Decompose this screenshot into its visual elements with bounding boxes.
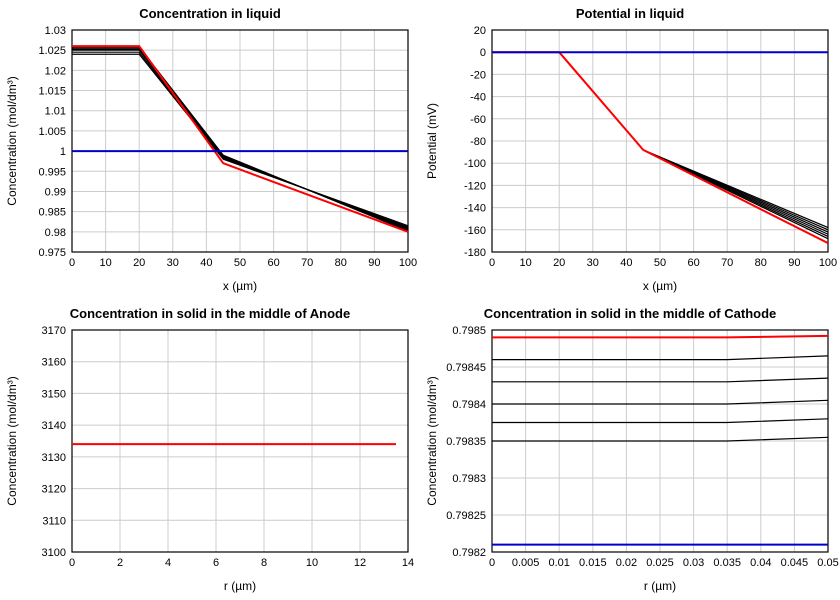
svg-text:0.79835: 0.79835	[446, 436, 486, 448]
svg-text:-80: -80	[470, 136, 486, 148]
svg-text:0: 0	[69, 257, 75, 269]
svg-text:80: 80	[755, 257, 767, 269]
panel-top-right: Potential in liquid 01020304050607080901…	[420, 0, 840, 300]
svg-text:3100: 3100	[42, 547, 66, 559]
svg-text:3120: 3120	[42, 484, 66, 496]
svg-text:50: 50	[654, 257, 666, 269]
svg-text:-180: -180	[464, 247, 486, 259]
svg-text:40: 40	[620, 257, 632, 269]
svg-text:3130: 3130	[42, 452, 66, 464]
svg-text:0.98: 0.98	[45, 227, 66, 239]
svg-text:3170: 3170	[42, 325, 66, 337]
svg-text:0.03: 0.03	[683, 557, 704, 569]
svg-text:70: 70	[301, 257, 313, 269]
svg-text:4: 4	[165, 557, 171, 569]
svg-text:60: 60	[267, 257, 279, 269]
svg-text:1.005: 1.005	[38, 126, 66, 138]
svg-text:20: 20	[474, 25, 486, 37]
svg-text:0.05: 0.05	[817, 557, 838, 569]
svg-text:3110: 3110	[42, 515, 66, 527]
svg-text:1.01: 1.01	[45, 106, 66, 118]
svg-text:30: 30	[167, 257, 179, 269]
svg-text:40: 40	[200, 257, 212, 269]
svg-text:-60: -60	[470, 114, 486, 126]
svg-text:0: 0	[489, 257, 495, 269]
svg-text:3140: 3140	[42, 420, 66, 432]
svg-text:0.01: 0.01	[548, 557, 569, 569]
svg-text:10: 10	[306, 557, 318, 569]
svg-text:-120: -120	[464, 180, 486, 192]
svg-text:0.015: 0.015	[579, 557, 607, 569]
svg-text:0: 0	[69, 557, 75, 569]
svg-text:0.99: 0.99	[45, 186, 66, 198]
svg-text:0: 0	[480, 47, 486, 59]
svg-text:0.985: 0.985	[38, 207, 66, 219]
svg-text:30: 30	[587, 257, 599, 269]
svg-text:60: 60	[687, 257, 699, 269]
svg-text:x (µm): x (µm)	[223, 279, 257, 293]
plot-svg: 0 10 20 30 40 50 60 70 80 90 100 0.975 0.98 0.985 0.99…	[0, 0, 420, 300]
svg-text:2: 2	[117, 557, 123, 569]
svg-text:0.79845: 0.79845	[446, 362, 486, 374]
svg-text:1.03: 1.03	[45, 25, 66, 37]
svg-text:50: 50	[234, 257, 246, 269]
svg-text:Concentration (mol/dm³): Concentration (mol/dm³)	[5, 76, 19, 205]
svg-text:100: 100	[399, 257, 417, 269]
svg-text:0.035: 0.035	[713, 557, 741, 569]
panel-bottom-left: Concentration in solid in the middle of …	[0, 300, 420, 600]
svg-text:12: 12	[354, 557, 366, 569]
svg-text:90: 90	[368, 257, 380, 269]
svg-text:10: 10	[99, 257, 111, 269]
svg-text:0.025: 0.025	[646, 557, 674, 569]
svg-text:Concentration (mol/dm³): Concentration (mol/dm³)	[425, 376, 439, 505]
svg-text:0: 0	[489, 557, 495, 569]
svg-text:70: 70	[721, 257, 733, 269]
svg-text:3160: 3160	[42, 357, 66, 369]
svg-text:100: 100	[819, 257, 837, 269]
svg-text:1: 1	[60, 146, 66, 158]
chart-grid: Concentration in liquid 0102030405060708…	[0, 0, 840, 600]
svg-text:-160: -160	[464, 225, 486, 237]
svg-text:8: 8	[261, 557, 267, 569]
svg-text:0.02: 0.02	[616, 557, 637, 569]
panel-top-left: Concentration in liquid 0102030405060708…	[0, 0, 420, 300]
svg-text:20: 20	[553, 257, 565, 269]
plot-svg: 0 2 4 6 8 10 12 14 3100 3110 3120 3130 3140 3150 3160 3…	[0, 300, 420, 600]
svg-text:80: 80	[335, 257, 347, 269]
svg-text:20: 20	[133, 257, 145, 269]
svg-text:0.7985: 0.7985	[452, 325, 486, 337]
svg-text:90: 90	[788, 257, 800, 269]
panel-bottom-right: Concentration in solid in the middle of …	[420, 300, 840, 600]
plot-svg: 0 10 20 30 40 50 60 70 80 90 100 -180 -160 -140 -120 -1…	[420, 0, 840, 300]
svg-text:-20: -20	[470, 69, 486, 81]
svg-text:0.7983: 0.7983	[452, 473, 486, 485]
svg-text:r (µm): r (µm)	[644, 579, 676, 593]
svg-text:0.79825: 0.79825	[446, 510, 486, 522]
svg-text:1.02: 1.02	[45, 65, 66, 77]
svg-text:-100: -100	[464, 158, 486, 170]
svg-text:-140: -140	[464, 203, 486, 215]
svg-text:0.005: 0.005	[512, 557, 540, 569]
svg-text:r (µm): r (µm)	[224, 579, 256, 593]
svg-text:14: 14	[402, 557, 414, 569]
svg-text:Potential (mV): Potential (mV)	[425, 103, 439, 179]
svg-text:1.025: 1.025	[38, 45, 66, 57]
svg-text:6: 6	[213, 557, 219, 569]
svg-text:0.7984: 0.7984	[452, 399, 486, 411]
svg-text:0.7982: 0.7982	[452, 547, 486, 559]
svg-text:1.015: 1.015	[38, 86, 66, 98]
svg-text:0.995: 0.995	[38, 166, 66, 178]
svg-text:3150: 3150	[42, 388, 66, 400]
svg-text:x (µm): x (µm)	[643, 279, 677, 293]
svg-text:10: 10	[519, 257, 531, 269]
svg-text:0.04: 0.04	[750, 557, 771, 569]
svg-text:-40: -40	[470, 92, 486, 104]
plot-svg: 0 0.005 0.01 0.015 0.02 0.025 0.03 0.035 0.04 0.0…	[420, 300, 840, 600]
svg-text:0.975: 0.975	[38, 247, 66, 259]
svg-text:Concentration (mol/dm³): Concentration (mol/dm³)	[5, 376, 19, 505]
svg-text:0.045: 0.045	[781, 557, 809, 569]
